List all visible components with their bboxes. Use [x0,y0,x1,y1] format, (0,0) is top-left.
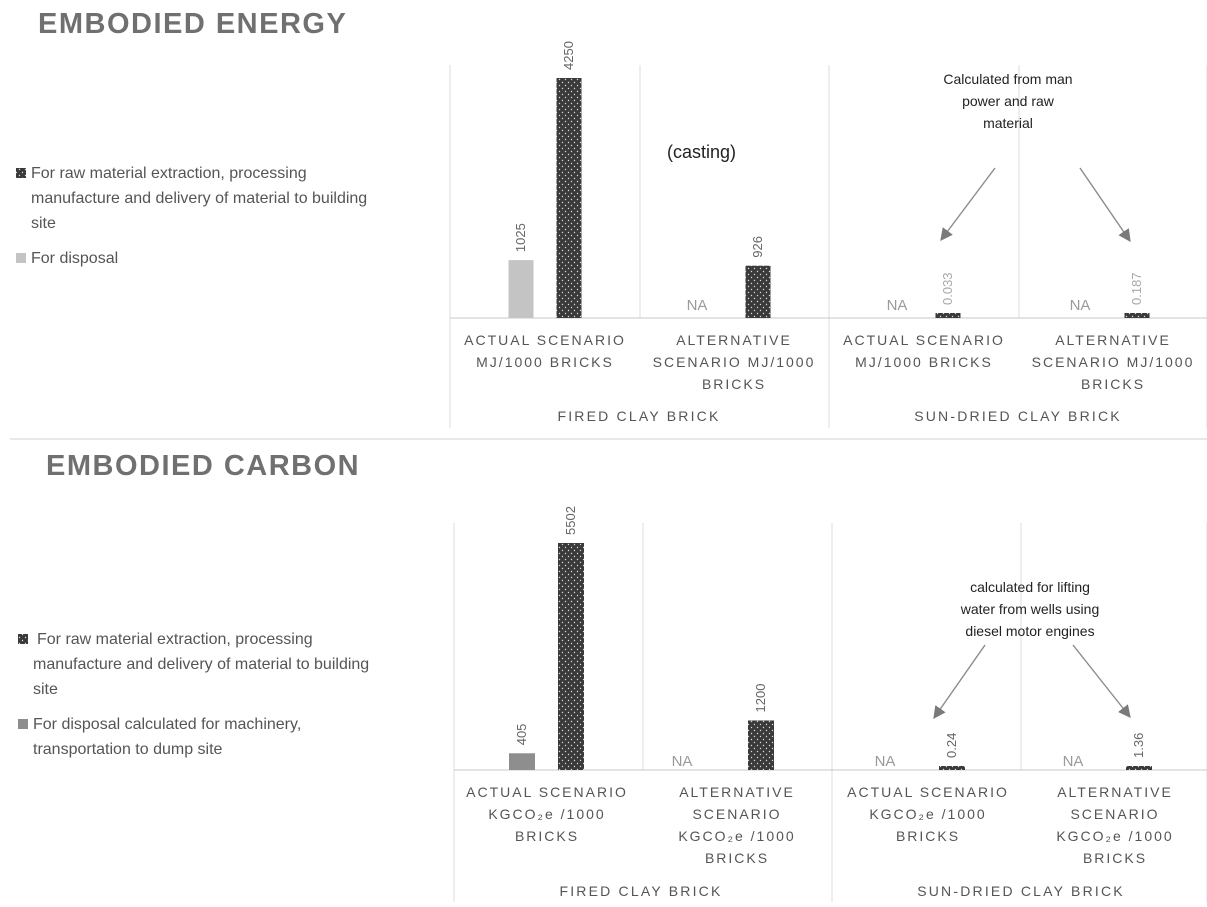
carbon-category-1-line1: ACTUAL SCENARIO [466,784,628,800]
energy-casting-annotation: (casting) [667,142,736,162]
energy-category-1-line2: MJ/1000 BRICKS [476,354,614,370]
energy-na-alternative-sundried: NA [1070,297,1091,314]
carbon-legend-swatch-disposal [18,719,28,729]
energy-note-arrow-right [1079,167,1131,243]
carbon-chart: EMBODIED CARBON For raw material extract… [18,450,1207,902]
carbon-category-4-line1: ALTERNATIVE [1057,784,1173,800]
energy-category-4-line3: BRICKS [1081,376,1145,392]
energy-title: EMBODIED ENERGY [38,8,347,40]
carbon-group-sundried: SUN-DRIED CLAY BRICK [917,883,1125,899]
carbon-label-production-actual-sundried: 0.24 [944,733,959,758]
carbon-note-line2: water from wells using [960,601,1100,617]
carbon-bar-disposal-actual-fired [509,753,535,770]
energy-note-line3: material [983,115,1033,131]
carbon-legend-disposal-line1: For disposal calculated for machinery, [33,716,301,733]
carbon-note-line1: calculated for lifting [970,579,1090,595]
carbon-category-4-line4: BRICKS [1083,850,1147,866]
energy-label-production-alternative-fired: 926 [750,236,765,258]
energy-label-production-alternative-sundried: 0.187 [1129,272,1144,305]
energy-category-2-line2: SCENARIO MJ/1000 [653,354,816,370]
energy-note-line2: power and raw [962,93,1055,109]
carbon-category-3-line1: ACTUAL SCENARIO [847,784,1009,800]
carbon-category-4-line3: KGCO₂e /1000 [1056,828,1173,844]
carbon-category-2-line4: BRICKS [705,850,769,866]
energy-na-actual-sundried: NA [887,297,908,314]
carbon-note-arrow-left [933,644,986,720]
carbon-na-actual-sundried: NA [875,753,896,770]
energy-category-1-line1: ACTUAL SCENARIO [464,332,626,348]
energy-legend-disposal-line1: For disposal [31,250,118,267]
energy-chart: EMBODIED ENERGY For raw material extract… [16,8,1207,428]
carbon-category-4-line2: SCENARIO [1070,806,1159,822]
carbon-na-alternative-fired: NA [672,753,693,770]
energy-group-fired: FIRED CLAY BRICK [557,408,720,424]
carbon-category-2-line3: KGCO₂e /1000 [678,828,795,844]
energy-category-2-line3: BRICKS [702,376,766,392]
energy-label-production-actual-fired: 4250 [561,41,576,70]
energy-legend-swatch-disposal [16,253,26,263]
carbon-label-production-actual-fired: 5502 [563,506,578,535]
energy-category-3-line2: MJ/1000 BRICKS [855,354,993,370]
energy-category-4-line2: SCENARIO MJ/1000 [1032,354,1195,370]
carbon-category-3-line3: BRICKS [896,828,960,844]
energy-note-line1: Calculated from man [943,71,1072,87]
energy-label-disposal-actual-fired: 1025 [513,223,528,252]
carbon-legend-production-line2: manufacture and delivery of material to … [33,656,369,673]
carbon-note-line3: diesel motor engines [965,623,1094,639]
carbon-category-1-line3: BRICKS [515,828,579,844]
energy-legend-production-line3: site [31,215,56,232]
energy-legend-production-line1: For raw material extraction, processing [31,165,307,182]
carbon-legend-swatch-production [18,634,28,644]
energy-bar-production-actual-fired [556,78,582,318]
energy-note-arrow-left [940,167,996,242]
energy-category-3-line1: ACTUAL SCENARIO [843,332,1005,348]
carbon-label-production-alternative-fired: 1200 [753,684,768,713]
carbon-title: EMBODIED CARBON [46,450,360,482]
energy-legend-swatch-production [16,168,26,178]
carbon-label-disposal-actual-fired: 405 [514,724,529,746]
carbon-legend-disposal-line2: transportation to dump site [33,741,223,758]
energy-bar-production-alternative-fired [745,265,771,318]
carbon-legend-production-line1: For raw material extraction, processing [37,631,313,648]
carbon-category-1-line2: KGCO₂e /1000 [488,806,605,822]
energy-legend: For raw material extraction, processing … [16,165,367,267]
energy-label-production-actual-sundried: 0.033 [940,272,955,305]
carbon-category-2-line1: ALTERNATIVE [679,784,795,800]
carbon-na-alternative-sundried: NA [1063,753,1084,770]
energy-legend-production-line2: manufacture and delivery of material to … [31,190,367,207]
carbon-label-production-alternative-sundried: 1.36 [1131,733,1146,758]
carbon-bar-production-actual-sundried [939,766,965,770]
carbon-bar-production-actual-fired [558,543,584,770]
carbon-legend: For raw material extraction, processing … [18,631,369,758]
carbon-group-fired: FIRED CLAY BRICK [559,883,722,899]
energy-group-sundried: SUN-DRIED CLAY BRICK [914,408,1122,424]
energy-na-alternative-fired: NA [687,297,708,314]
energy-bar-production-actual-sundried [935,313,961,318]
carbon-note-arrow-right [1072,644,1131,718]
energy-category-2-line1: ALTERNATIVE [676,332,792,348]
carbon-category-3-line2: KGCO₂e /1000 [869,806,986,822]
carbon-bar-production-alternative-sundried [1126,766,1152,770]
carbon-bar-production-alternative-fired [748,720,774,770]
energy-category-4-line1: ALTERNATIVE [1055,332,1171,348]
carbon-legend-production-line3: site [33,681,58,698]
energy-bar-disposal-actual-fired [508,260,534,318]
energy-bar-production-alternative-sundried [1124,313,1150,318]
carbon-category-2-line2: SCENARIO [692,806,781,822]
